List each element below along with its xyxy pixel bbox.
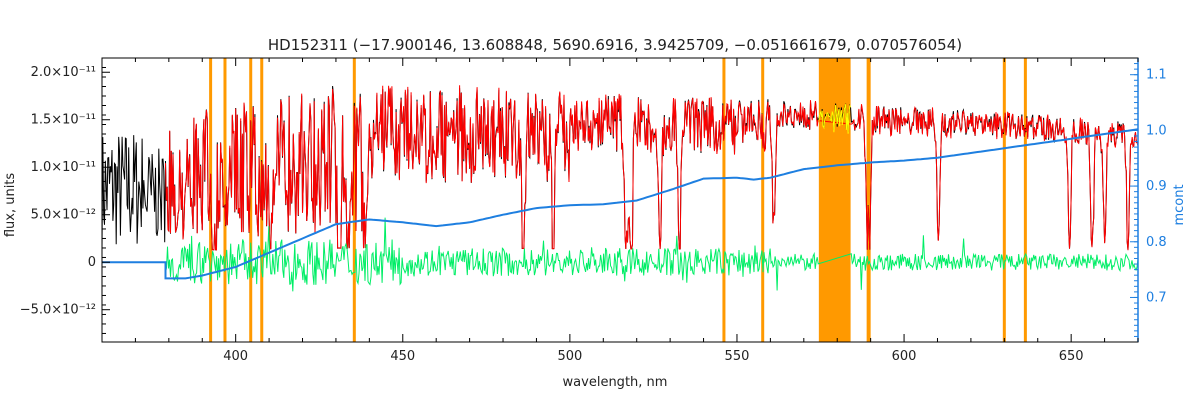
mask-line-9 [1023, 58, 1027, 342]
y-left-tick-label-5: 2.0×10⁻¹¹ [31, 65, 96, 80]
x-tick-label-2: 500 [557, 349, 582, 364]
model-spectrum [165, 85, 1139, 251]
x-tick-label-0: 400 [223, 349, 248, 364]
y-axis-right-label: mcont [1172, 184, 1187, 225]
mask-band-0 [818, 58, 851, 342]
y-right-tick-label-2: 0.9 [1146, 179, 1167, 194]
y-axis-left-label: flux, units [3, 173, 18, 238]
mask-line-5 [722, 58, 726, 342]
plot-frame [101, 57, 1139, 343]
model-spectrum-line [165, 85, 1139, 251]
x-tick-label-4: 600 [892, 349, 917, 364]
mask-band-1 [866, 58, 871, 342]
x-tick-label-3: 550 [725, 349, 750, 364]
chart-title: HD152311 (−17.900146, 13.608848, 5690.69… [268, 36, 962, 54]
mask-line-8 [1002, 58, 1006, 342]
y-left-tick-label-0: −5.0×10⁻¹² [20, 303, 96, 318]
residuals-line [165, 217, 1139, 292]
y-right-tick-label-4: 1.1 [1146, 68, 1167, 83]
residuals-series [165, 217, 1139, 292]
continuum-curve [102, 128, 1139, 280]
y-right-tick-label-3: 1.0 [1146, 123, 1167, 138]
mask-line-6 [761, 58, 765, 342]
x-tick-label-1: 450 [390, 349, 415, 364]
axes: 400 450 500 550 600 650 −5.0×10⁻¹² 0 5.0×10⁻¹² 1.… [20, 57, 1167, 364]
masked-model-spectrum [818, 104, 852, 134]
x-tick-label-5: 650 [1059, 349, 1084, 364]
y-left-tick-label-3: 1.0×10⁻¹¹ [31, 160, 96, 175]
mask-line-2 [249, 58, 253, 342]
y-right-tick-label-1: 0.8 [1146, 235, 1167, 250]
x-axis-label: wavelength, nm [563, 375, 668, 390]
y-right-tick-label-0: 0.7 [1146, 290, 1167, 305]
y-left-tick-label-1: 0 [88, 255, 96, 270]
masked-model-line [818, 104, 852, 134]
mask-line-4 [352, 58, 356, 342]
y-left-tick-label-2: 5.0×10⁻¹² [31, 208, 96, 223]
continuum-line [102, 128, 1139, 280]
y-left-tick-label-4: 1.5×10⁻¹¹ [31, 113, 96, 128]
mask-line-1 [223, 58, 227, 342]
